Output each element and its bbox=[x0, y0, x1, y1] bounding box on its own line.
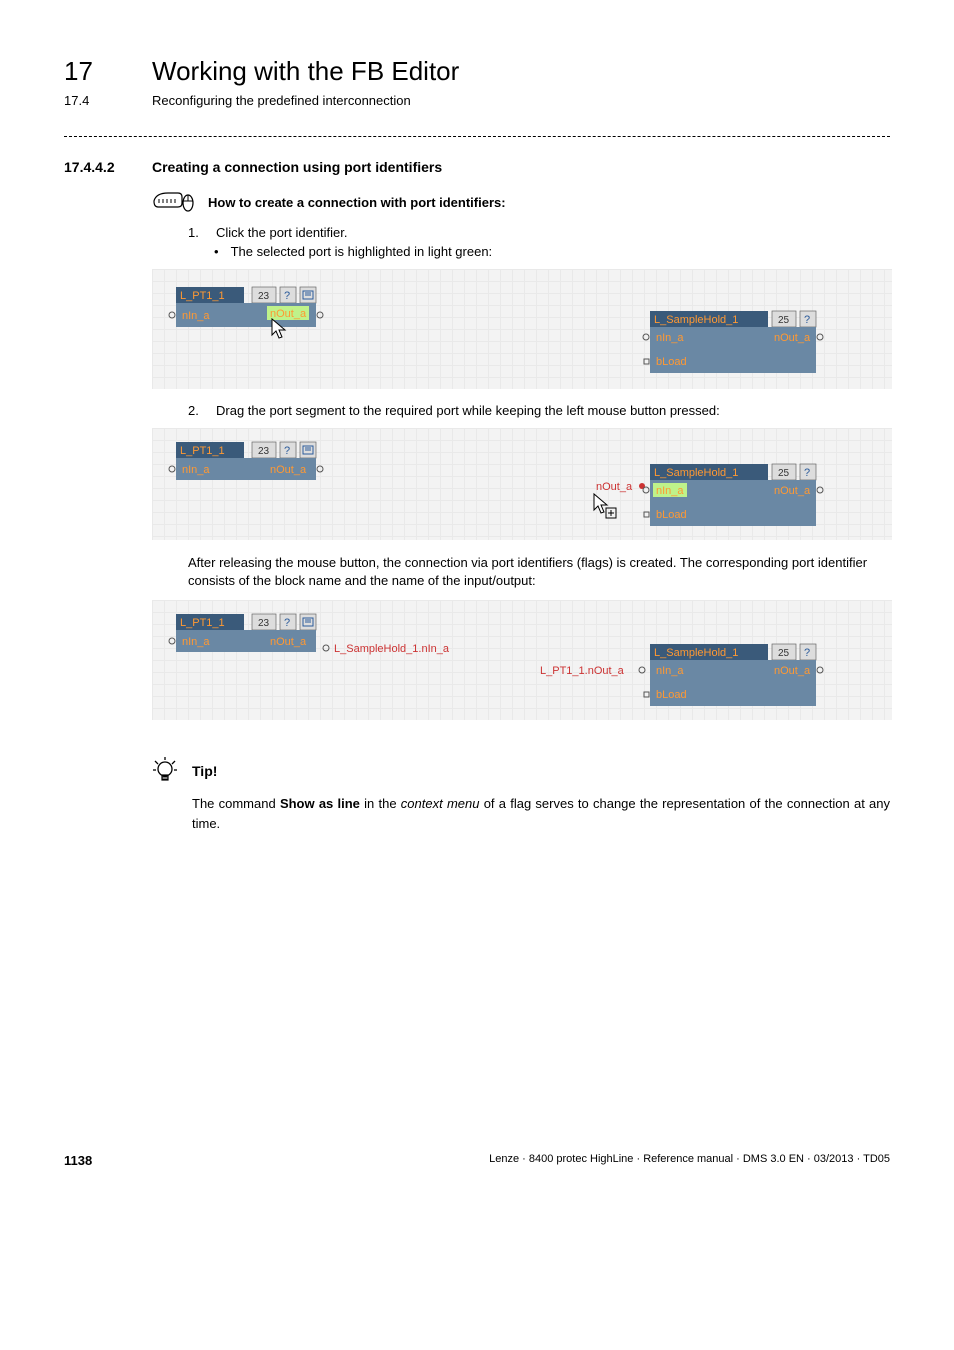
subsection-title: Creating a connection using port identif… bbox=[152, 159, 442, 175]
fig-port-out: nOut_a bbox=[270, 308, 307, 320]
section-number: 17.4 bbox=[64, 93, 124, 108]
step-text: Click the port identifier. bbox=[216, 225, 348, 240]
fig-port-out: nOut_a bbox=[774, 665, 811, 677]
fig-block-title: L_SampleHold_1 bbox=[654, 647, 738, 659]
fig-port-in: nIn_a bbox=[656, 332, 684, 344]
fig-block-num: 23 bbox=[258, 446, 270, 457]
fig-port-in: bLoad bbox=[656, 509, 687, 521]
tip-title: Tip! bbox=[192, 763, 217, 779]
svg-text:?: ? bbox=[804, 647, 810, 659]
fig-block-num: 23 bbox=[258, 291, 270, 302]
figure-2: L_PT1_1 23 ? nIn_a nOut_a nOut_a bbox=[152, 428, 892, 540]
fig-port-in: bLoad bbox=[656, 689, 687, 701]
fig-port-in: nIn_a bbox=[182, 636, 210, 648]
fig-port-in: nIn_a bbox=[182, 310, 210, 322]
fig-flag: nOut_a bbox=[596, 481, 633, 493]
fig-flag-left: L_SampleHold_1.nIn_a bbox=[334, 643, 450, 655]
fig-port-in: nIn_a bbox=[656, 665, 684, 677]
fig-port-out: nOut_a bbox=[774, 485, 811, 497]
fig-port-in: bLoad bbox=[656, 356, 687, 368]
fig-block-num: 25 bbox=[778, 468, 790, 479]
fig-block-num: 23 bbox=[258, 618, 270, 629]
fig-port-in: nIn_a bbox=[656, 485, 684, 497]
fig-port-out: nOut_a bbox=[774, 332, 811, 344]
step-text: Drag the port segment to the required po… bbox=[216, 403, 720, 418]
keyboard-mouse-icon bbox=[152, 189, 196, 215]
svg-text:?: ? bbox=[284, 617, 290, 629]
figure-1: L_PT1_1 23 ? nIn_a nOut_a bbox=[152, 269, 892, 389]
footer-reference: Lenze · 8400 protec HighLine · Reference… bbox=[489, 1153, 890, 1168]
fig-port-in: nIn_a bbox=[182, 464, 210, 476]
section-title: Reconfiguring the predefined interconnec… bbox=[152, 93, 411, 108]
fig-block-title: L_PT1_1 bbox=[180, 445, 225, 457]
divider bbox=[64, 136, 890, 137]
fig-block-title: L_PT1_1 bbox=[180, 290, 225, 302]
page-number: 1138 bbox=[64, 1153, 92, 1168]
howto-heading: How to create a connection with port ide… bbox=[208, 195, 506, 210]
svg-text:?: ? bbox=[284, 290, 290, 302]
chapter-title: Working with the FB Editor bbox=[152, 56, 459, 87]
figure-3: L_PT1_1 23 ? nIn_a nOut_a L_SampleHold_1… bbox=[152, 600, 892, 720]
step-number: 2. bbox=[188, 403, 204, 418]
svg-text:?: ? bbox=[284, 445, 290, 457]
fig-flag-right: L_PT1_1.nOut_a bbox=[540, 665, 625, 677]
fig-port-out: nOut_a bbox=[270, 464, 307, 476]
fig-block-num: 25 bbox=[778, 648, 790, 659]
fig-block-title: L_PT1_1 bbox=[180, 617, 225, 629]
lightbulb-icon bbox=[152, 756, 178, 786]
chapter-number: 17 bbox=[64, 56, 124, 87]
svg-text:?: ? bbox=[804, 314, 810, 326]
bullet-text: The selected port is highlighted in ligh… bbox=[231, 244, 493, 259]
bullet-icon bbox=[214, 244, 223, 259]
subsection-number: 17.4.4.2 bbox=[64, 159, 128, 175]
tip-body: The command Show as line in the context … bbox=[192, 794, 890, 833]
fig-port-out: nOut_a bbox=[270, 636, 307, 648]
svg-text:?: ? bbox=[804, 467, 810, 479]
step-number: 1. bbox=[188, 225, 204, 240]
after-release-paragraph: After releasing the mouse button, the co… bbox=[188, 554, 890, 590]
fig-block-title: L_SampleHold_1 bbox=[654, 467, 738, 479]
fig-block-num: 25 bbox=[778, 315, 790, 326]
fig-block-title: L_SampleHold_1 bbox=[654, 314, 738, 326]
